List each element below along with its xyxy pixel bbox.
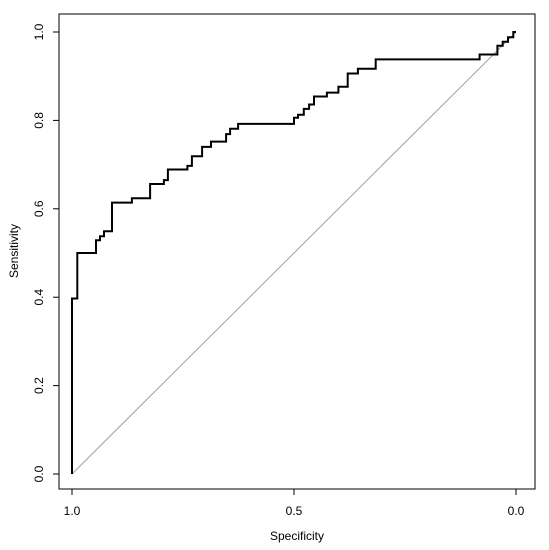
x-tick-label: 0.0	[508, 504, 525, 518]
y-tick-label: 1.0	[32, 23, 46, 40]
y-tick-label: 0.8	[32, 112, 46, 129]
x-tick-label: 0.5	[286, 504, 303, 518]
x-axis-label: Specificity	[270, 529, 324, 543]
roc-curve	[71, 31, 516, 474]
y-axis-label: Sensitivity	[7, 224, 21, 278]
y-axis: 0.0 0.2 0.4 0.6 0.8 1.0	[32, 23, 60, 482]
y-tick-label: 0.4	[32, 289, 46, 306]
reference-diagonal	[71, 31, 517, 475]
y-tick-label: 0.0	[32, 465, 46, 482]
x-axis: 1.0 0.5 0.0	[64, 488, 525, 518]
y-tick-label: 0.6	[32, 200, 46, 217]
x-tick-label: 1.0	[64, 504, 81, 518]
y-tick-label: 0.2	[32, 377, 46, 394]
plot-frame	[58, 13, 536, 490]
